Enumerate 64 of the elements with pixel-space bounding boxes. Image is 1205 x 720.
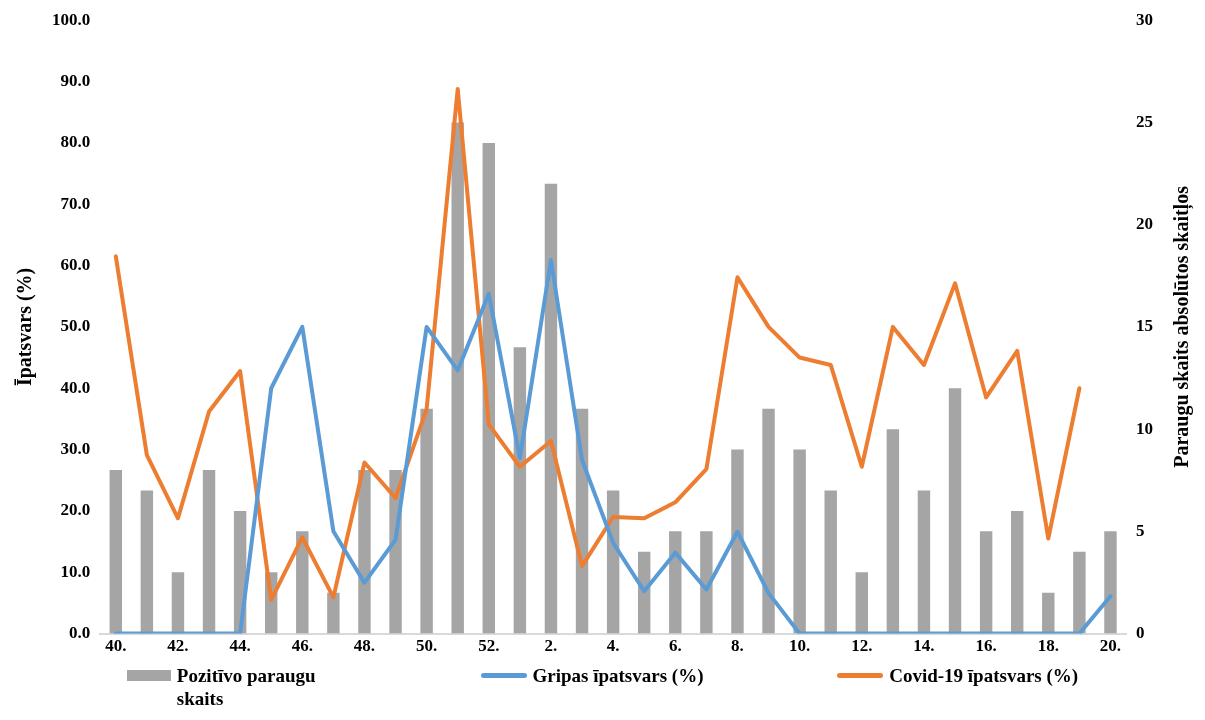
x-tick-label: 2.	[544, 636, 558, 656]
bar	[1073, 551, 1086, 634]
y2-tick-label: 0	[1136, 622, 1145, 642]
x-tick-label: 48.	[353, 636, 376, 656]
bar	[917, 490, 931, 634]
x-tick-label: 12.	[851, 636, 873, 656]
legend-label: Covid-19 īpatsvars (%)	[889, 664, 1079, 687]
x-tick-label: 6.	[668, 636, 682, 656]
x-tick-label: 46.	[291, 636, 313, 656]
x-tick-label: 10.	[789, 636, 811, 656]
x-tick-label: 18.	[1037, 636, 1059, 656]
bar	[202, 470, 216, 634]
x-tick-label: 40.	[105, 636, 127, 656]
bar	[948, 388, 962, 634]
bar	[296, 531, 309, 634]
x-tick-label: 52.	[478, 636, 500, 656]
y2-tick-label: 10	[1136, 418, 1153, 438]
bar	[762, 408, 775, 634]
y-axis-title: Īpatsvars (%)	[13, 267, 37, 387]
bar	[1010, 510, 1024, 634]
y-tick-label: 90.0	[60, 70, 91, 90]
x-tick-label: 42.	[167, 636, 189, 656]
bar	[793, 449, 806, 634]
bar	[1042, 592, 1055, 634]
bar	[886, 429, 900, 634]
x-tick-label: 44.	[229, 636, 251, 656]
bar	[731, 449, 744, 634]
bar	[140, 490, 154, 634]
y-tick-label: 50.0	[60, 316, 91, 336]
y-tick-label: 100.0	[52, 9, 91, 29]
y2-tick-label: 30	[1136, 9, 1153, 29]
x-tick-label: 16.	[975, 636, 997, 656]
y-tick-label: 70.0	[60, 193, 91, 213]
y-tick-label: 30.0	[60, 438, 91, 458]
bar	[855, 572, 869, 634]
bar	[669, 531, 682, 634]
y2-axis-title: Paraugu skaits absolūtos skaitļos	[1170, 185, 1195, 468]
legend-label: Gripas īpatsvars (%)	[532, 664, 704, 687]
y2-tick-label: 15	[1136, 316, 1153, 336]
bar	[420, 408, 433, 634]
bar	[1104, 531, 1117, 634]
bar	[979, 531, 993, 634]
y2-tick-label: 20	[1136, 214, 1153, 234]
bar	[451, 122, 464, 634]
y-tick-label: 80.0	[60, 132, 91, 152]
x-tick-label: 50.	[416, 636, 438, 656]
bar	[824, 490, 837, 634]
x-tick-label: 4.	[606, 636, 620, 656]
y2-tick-label: 25	[1136, 111, 1153, 131]
y-tick-label: 10.0	[60, 561, 91, 581]
x-tick-label: 20.	[1099, 636, 1122, 656]
bar	[171, 572, 185, 634]
y-tick-label: 60.0	[60, 254, 91, 274]
y2-tick-label: 5	[1136, 520, 1145, 540]
bar	[109, 470, 123, 634]
x-tick-label: 8.	[731, 636, 744, 656]
bar	[358, 470, 371, 634]
y-tick-label: 0.0	[69, 622, 91, 642]
bar	[327, 592, 340, 634]
y-tick-label: 40.0	[60, 377, 91, 397]
y-tick-label: 20.0	[60, 500, 91, 520]
x-tick-label: 14.	[913, 636, 935, 656]
bar	[700, 531, 713, 634]
legend-label: Pozitīvo paraugu skaits	[176, 664, 317, 710]
